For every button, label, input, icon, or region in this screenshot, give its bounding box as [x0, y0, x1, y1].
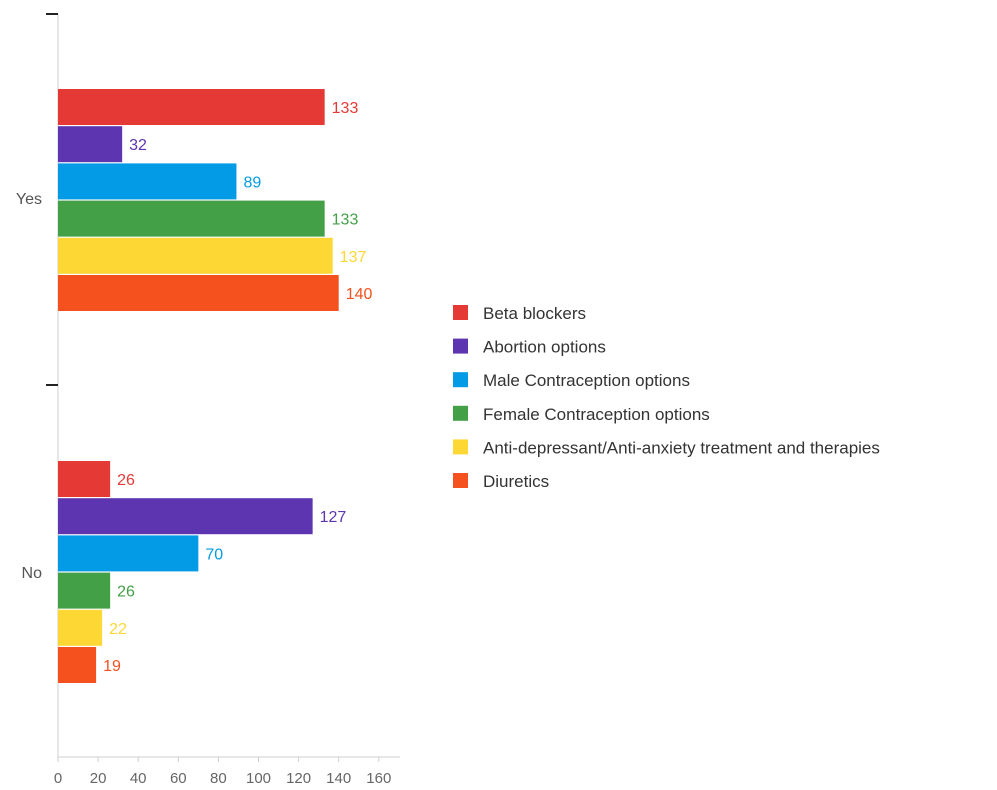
legend-swatch: [453, 305, 468, 320]
bar: [58, 461, 111, 497]
bar: [58, 275, 339, 311]
legend-label: Female Contraception options: [483, 405, 710, 424]
x-tick-label: 140: [326, 770, 351, 787]
legend: Beta blockers Abortion options Male Contra…: [453, 304, 880, 491]
data-label: 133: [332, 100, 359, 117]
bar: [58, 572, 111, 609]
bar: [58, 609, 103, 646]
data-label: 127: [320, 509, 347, 526]
bar: [58, 647, 97, 683]
legend-label: Abortion options: [483, 338, 606, 357]
bar: [58, 126, 123, 163]
x-tick-label: 120: [286, 770, 311, 787]
bars: [58, 89, 339, 683]
legend-label: Beta blockers: [483, 304, 586, 323]
legend-swatch: [453, 338, 468, 354]
legend-label: Male Contraception options: [483, 371, 690, 390]
axes: 0 20 40 60 80 100 120 140 160 Yes No: [16, 13, 400, 787]
x-tick-label: 0: [54, 770, 62, 787]
data-label: 70: [205, 546, 223, 563]
data-label: 32: [129, 137, 147, 154]
bar: [58, 535, 199, 572]
legend-swatch: [453, 439, 468, 455]
data-label: 26: [117, 472, 135, 489]
data-label: 137: [340, 249, 367, 266]
x-tick-label: 40: [130, 770, 147, 787]
data-labels: 133 32 89 133 137 140 26 127 70 26 22 19: [103, 100, 372, 675]
legend-label: Diuretics: [483, 472, 549, 491]
data-label: 140: [346, 286, 373, 303]
category-label: No: [22, 565, 43, 582]
legend-swatch: [453, 405, 468, 421]
bar: [58, 498, 313, 535]
legend-swatch: [453, 372, 468, 388]
legend-swatch: [453, 473, 468, 488]
bar: [58, 237, 333, 274]
x-tick-label: 20: [90, 770, 107, 787]
bar: [58, 89, 325, 125]
x-tick-label: 100: [246, 770, 271, 787]
x-tick-label: 60: [170, 770, 187, 787]
data-label: 19: [103, 658, 121, 675]
data-label: 133: [332, 212, 359, 229]
x-tick-label: 160: [366, 770, 391, 787]
data-label: 89: [243, 174, 261, 191]
legend-label: Anti-depressant/Anti-anxiety treatment a…: [483, 438, 880, 457]
bar: [58, 200, 325, 237]
x-tick-label: 80: [210, 770, 227, 787]
category-label: Yes: [16, 191, 42, 208]
data-label: 22: [109, 621, 127, 638]
data-label: 26: [117, 584, 135, 601]
bar: [58, 163, 237, 200]
